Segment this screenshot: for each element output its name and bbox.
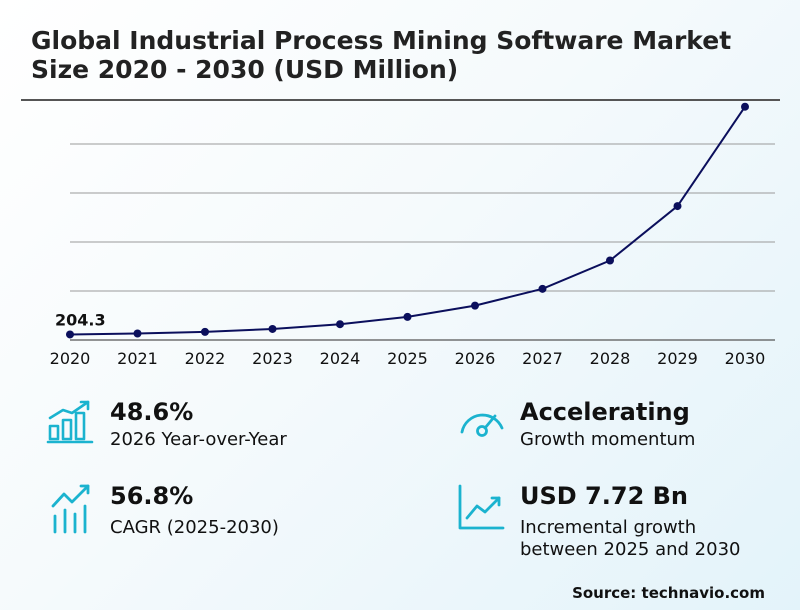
kpi-cagr-desc: CAGR (2025-2030) [110, 517, 279, 538]
kpi-incremental-desc-line2: between 2025 and 2030 [520, 539, 741, 560]
data-point [471, 301, 479, 310]
kpi-incremental-desc-line1: Incremental growth [520, 517, 697, 538]
x-tick-label: 2023 [252, 349, 293, 368]
data-point [336, 320, 344, 329]
x-tick-label: 2028 [590, 349, 631, 368]
data-point [741, 102, 749, 111]
market-size-line-chart: 2020 2021 2022 2023 2024 2025 2026 2027 2028 2029… [50, 102, 775, 368]
data-point [133, 329, 142, 338]
source-note: Source: technavio.com [572, 584, 765, 602]
kpi-cagr: 56.8% CAGR (2025-2030) [50, 482, 380, 542]
x-tick-label: 2029 [657, 349, 698, 368]
data-label: 204.3 [55, 310, 106, 329]
data-point [268, 324, 277, 333]
x-tick-label: 2020 [50, 349, 91, 368]
series-line [69, 106, 746, 336]
x-tick-label: 2026 [455, 349, 496, 368]
x-tick-label: 2030 [725, 349, 766, 368]
kpi-yoy-value: 48.6% [110, 398, 194, 426]
x-tick-label: 2024 [320, 349, 361, 368]
kpi-momentum: Accelerating Growth momentum [457, 398, 777, 458]
kpi-incremental-value: USD 7.72 Bn [520, 482, 688, 510]
data-point [403, 312, 412, 321]
data-point [538, 284, 547, 293]
x-tick-label: 2022 [185, 349, 226, 368]
data-point [673, 202, 682, 211]
trend-chart-icon [458, 484, 505, 530]
kpi-momentum-desc: Growth momentum [520, 429, 696, 450]
kpi-incremental: USD 7.72 Bn Incremental growth between 2… [457, 482, 787, 562]
kpi-yoy-desc: 2026 Year-over-Year [110, 429, 287, 450]
x-tick-label: 2025 [387, 349, 428, 368]
gauge-icon [460, 413, 504, 437]
data-point [606, 256, 614, 265]
data-point [66, 330, 74, 339]
x-tick-label: 2027 [522, 349, 563, 368]
data-point [201, 327, 209, 336]
title-divider [21, 99, 780, 101]
chart-title: Global Industrial Process Mining Softwar… [31, 26, 732, 84]
growth-bars-icon [51, 484, 90, 534]
bar-chart-up-icon [46, 400, 94, 444]
kpi-yoy: 48.6% 2026 Year-over-Year [46, 398, 376, 458]
x-tick-label: 2021 [117, 349, 158, 368]
kpi-cagr-value: 56.8% [110, 482, 194, 510]
kpi-momentum-value: Accelerating [520, 398, 690, 426]
